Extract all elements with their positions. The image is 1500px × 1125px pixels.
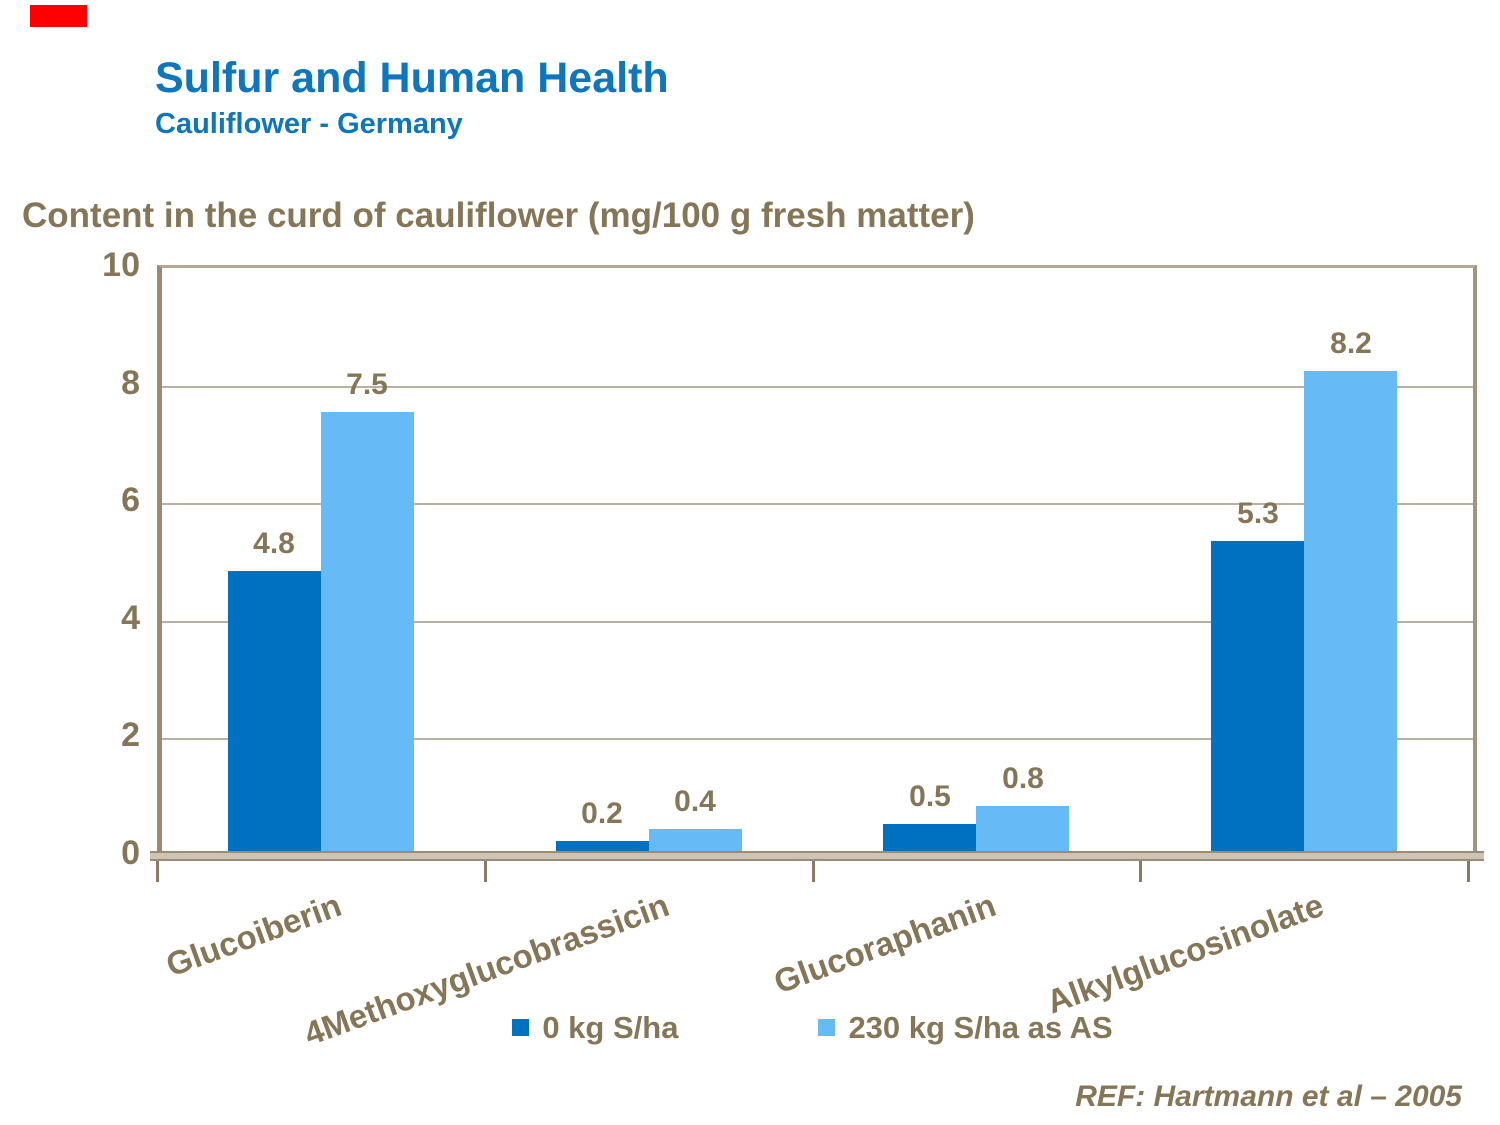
bar-0-kg-S/ha-Alkylglucosinolate bbox=[1211, 541, 1304, 853]
bar-0-kg-S/ha-Glucoiberin bbox=[228, 571, 321, 853]
bar-230-kg-S/ha-as-AS-Glucoraphanin bbox=[976, 806, 1069, 853]
bar-value-label: 4.8 bbox=[253, 527, 295, 560]
legend-swatch bbox=[818, 1019, 836, 1036]
title-block: Sulfur and Human Health Cauliflower - Ge… bbox=[155, 54, 669, 141]
chart-title: Content in the curd of cauliflower (mg/1… bbox=[22, 196, 975, 235]
bar-value-label: 0.4 bbox=[674, 785, 716, 818]
chart-legend: 0 kg S/ha 230 kg S/ha as AS bbox=[157, 1012, 1468, 1043]
y-axis-tick-label: 2 bbox=[121, 716, 140, 754]
y-axis-tick-label: 4 bbox=[121, 599, 140, 637]
bar-230-kg-S/ha-as-AS-4Methoxyglucobrassicin bbox=[649, 829, 742, 853]
bar-value-label: 7.5 bbox=[346, 368, 388, 401]
legend-item-230-kg-S/ha-as-AS: 230 kg S/ha as AS bbox=[818, 1010, 1113, 1045]
category-label-Glucoiberin: Glucoiberin bbox=[160, 886, 346, 984]
x-axis-tick bbox=[1467, 861, 1470, 882]
x-axis-tick bbox=[812, 861, 815, 882]
slide-accent-mark bbox=[30, 5, 87, 27]
bar-value-label: 0.5 bbox=[909, 780, 951, 813]
bar-value-label: 5.3 bbox=[1237, 497, 1279, 530]
bar-0-kg-S/ha-4Methoxyglucobrassicin bbox=[556, 841, 649, 853]
bar-value-label: 0.8 bbox=[1002, 762, 1044, 795]
bar-0-kg-S/ha-Glucoraphanin bbox=[883, 824, 976, 853]
x-axis-tick bbox=[484, 861, 487, 882]
legend-label: 230 kg S/ha as AS bbox=[848, 1010, 1113, 1045]
slide-subtitle: Cauliflower - Germany bbox=[155, 108, 463, 141]
category-label-Alkylglucosinolate: Alkylglucosinolate bbox=[1042, 886, 1329, 1021]
bar-value-label: 0.2 bbox=[581, 797, 623, 830]
gridline-y-2 bbox=[162, 738, 1473, 740]
y-axis-tick-label: 8 bbox=[121, 364, 140, 402]
gridline-y-8 bbox=[162, 386, 1473, 388]
y-axis-tick-label: 0 bbox=[121, 834, 140, 872]
legend-item-0-kg-S/ha: 0 kg S/ha bbox=[512, 1012, 678, 1043]
legend-swatch bbox=[512, 1019, 530, 1036]
x-axis-tick bbox=[156, 861, 159, 882]
y-axis-tick-label: 6 bbox=[121, 481, 140, 519]
category-label-Glucoraphanin: Glucoraphanin bbox=[769, 886, 1001, 1001]
gridline-y-6 bbox=[162, 503, 1473, 505]
slide-title: Sulfur and Human Health bbox=[155, 54, 669, 102]
legend-label: 0 kg S/ha bbox=[542, 1010, 679, 1045]
reference-citation: REF: Hartmann et al – 2005 bbox=[1075, 1080, 1462, 1113]
y-axis-tick-label: 10 bbox=[102, 246, 140, 284]
bar-value-label: 8.2 bbox=[1330, 327, 1372, 360]
gridline-y-4 bbox=[162, 621, 1473, 623]
bar-230-kg-S/ha-as-AS-Glucoiberin bbox=[321, 412, 414, 853]
x-axis-line bbox=[150, 851, 1484, 861]
bar-230-kg-S/ha-as-AS-Alkylglucosinolate bbox=[1304, 371, 1397, 853]
x-axis-tick bbox=[1139, 861, 1142, 882]
